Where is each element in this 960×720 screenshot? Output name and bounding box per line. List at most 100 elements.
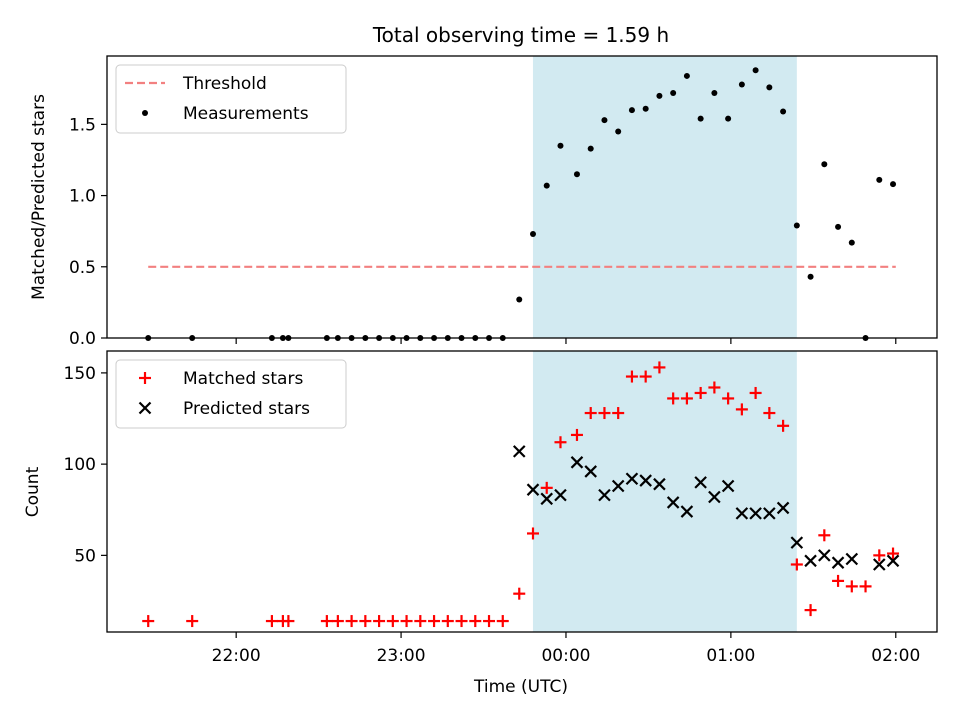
- measurement-point: [890, 181, 897, 188]
- matched-star-point: [680, 392, 693, 405]
- cross-marker-b: [790, 536, 804, 549]
- measurement-point: [670, 90, 677, 97]
- predicted-star-point: [790, 536, 804, 549]
- cross-marker-b: [831, 556, 845, 569]
- measurement-point: [642, 105, 649, 112]
- matched-star-point: [804, 604, 817, 617]
- matched-star-point: [282, 615, 295, 628]
- predicted-star-point: [540, 492, 554, 506]
- matched-star-point: [653, 361, 666, 374]
- measurement-point: [725, 115, 732, 122]
- matched-star-point: [496, 615, 509, 628]
- matched-star-point: [483, 615, 496, 628]
- matched-star-point: [455, 615, 468, 628]
- predicted-star-point: [584, 465, 597, 478]
- measurement-point: [656, 92, 663, 99]
- cross-marker-b: [639, 474, 652, 487]
- predicted-star-point: [694, 476, 707, 489]
- predicted-star-point: [749, 507, 762, 520]
- cross-marker-b: [873, 558, 886, 571]
- legend-box: [115, 64, 347, 134]
- matched-star-point: [790, 558, 803, 571]
- bottom-y-axis-label: Count: [23, 466, 43, 517]
- cross-marker-b: [138, 401, 152, 415]
- bottom-y-tick-label: 150: [64, 364, 96, 384]
- measurement-point: [601, 117, 608, 124]
- measurement-point: [807, 273, 814, 280]
- predicted-star-point: [554, 488, 567, 502]
- matched-star-point: [777, 419, 790, 432]
- predicted-star-point: [845, 552, 859, 566]
- cross-marker-b: [570, 456, 584, 469]
- bottom-axes-frame: [106, 350, 938, 633]
- matched-star-point: [749, 386, 762, 399]
- top-axes-frame: [106, 55, 938, 339]
- cross-marker-b: [749, 507, 762, 520]
- matched-star-point: [331, 615, 344, 628]
- cross-marker-b: [666, 496, 680, 509]
- bottom-y-tick-label: 50: [74, 546, 96, 566]
- predicted-star-point: [598, 488, 611, 502]
- predicted-star-point: [886, 554, 900, 568]
- top-y-tick-label: 1.0: [69, 187, 96, 207]
- predicted-star-point: [776, 501, 790, 515]
- matched-star-point: [694, 386, 707, 399]
- legend-entry-label: Threshold: [182, 74, 267, 94]
- predicted-star-point: [804, 554, 817, 568]
- predicted-star-point: [570, 456, 584, 469]
- top-y-tick-label: 0.0: [69, 329, 96, 349]
- measurement-point: [780, 108, 787, 115]
- cross-marker-b: [708, 490, 721, 504]
- cross-marker-b: [554, 488, 567, 502]
- measurement-point: [711, 90, 718, 97]
- matched-star-point: [873, 549, 886, 562]
- x-axis-label: Time (UTC): [473, 677, 568, 697]
- predicted-star-point: [735, 507, 749, 520]
- top-y-axis-label: Matched/Predicted stars: [29, 94, 49, 300]
- predicted-star-point: [873, 558, 886, 571]
- matched-star-point: [414, 615, 427, 628]
- matched-star-point: [845, 580, 858, 593]
- predicted-star-point: [680, 505, 694, 518]
- top-panel: 0.0 0.5 1.0 1.5 Matched/Predicted stars Thr…: [29, 55, 938, 349]
- x-tick-label: 22:00: [212, 646, 261, 666]
- x-tick-label: 02:00: [871, 646, 920, 666]
- matched-star-point: [708, 381, 721, 394]
- predicted-star-point: [512, 445, 526, 458]
- measurement-point: [793, 222, 800, 229]
- measurement-point: [835, 223, 842, 230]
- matched-star-point: [612, 407, 625, 420]
- matched-star-point: [625, 370, 638, 383]
- matched-star-point: [142, 615, 155, 628]
- cross-marker-b: [526, 483, 540, 496]
- matched-star-point: [400, 615, 413, 628]
- measurement-point: [587, 145, 594, 152]
- matched-star-point: [598, 407, 611, 420]
- matched-star-point: [359, 615, 372, 628]
- predicted-star-point: [611, 479, 625, 493]
- matched-star-point: [345, 615, 358, 628]
- measurement-point: [628, 107, 635, 114]
- x-tick-label: 00:00: [541, 646, 590, 666]
- cross-marker-b: [776, 501, 790, 515]
- cross-marker-b: [611, 479, 625, 493]
- measurement-point: [876, 176, 883, 183]
- measurement-point: [529, 231, 536, 238]
- predicted-star-point: [831, 556, 845, 569]
- matched-star-point: [186, 615, 199, 628]
- predicted-star-point: [721, 479, 735, 493]
- measurement-point: [615, 128, 622, 135]
- measurement-point: [516, 296, 523, 303]
- predicted-star-point: [763, 507, 776, 520]
- matched-star-point: [570, 428, 583, 441]
- measurement-point: [683, 72, 690, 79]
- predicted-star-point: [666, 496, 680, 509]
- matched-star-point: [554, 436, 567, 449]
- predicted-star-point: [639, 474, 652, 487]
- predicted-star-point: [526, 483, 540, 496]
- legend-measurement-swatch: [142, 110, 148, 116]
- top-legend: Threshold Measurements: [115, 64, 347, 134]
- legend-predicted-swatch: [138, 401, 152, 415]
- cross-marker-b: [653, 477, 666, 491]
